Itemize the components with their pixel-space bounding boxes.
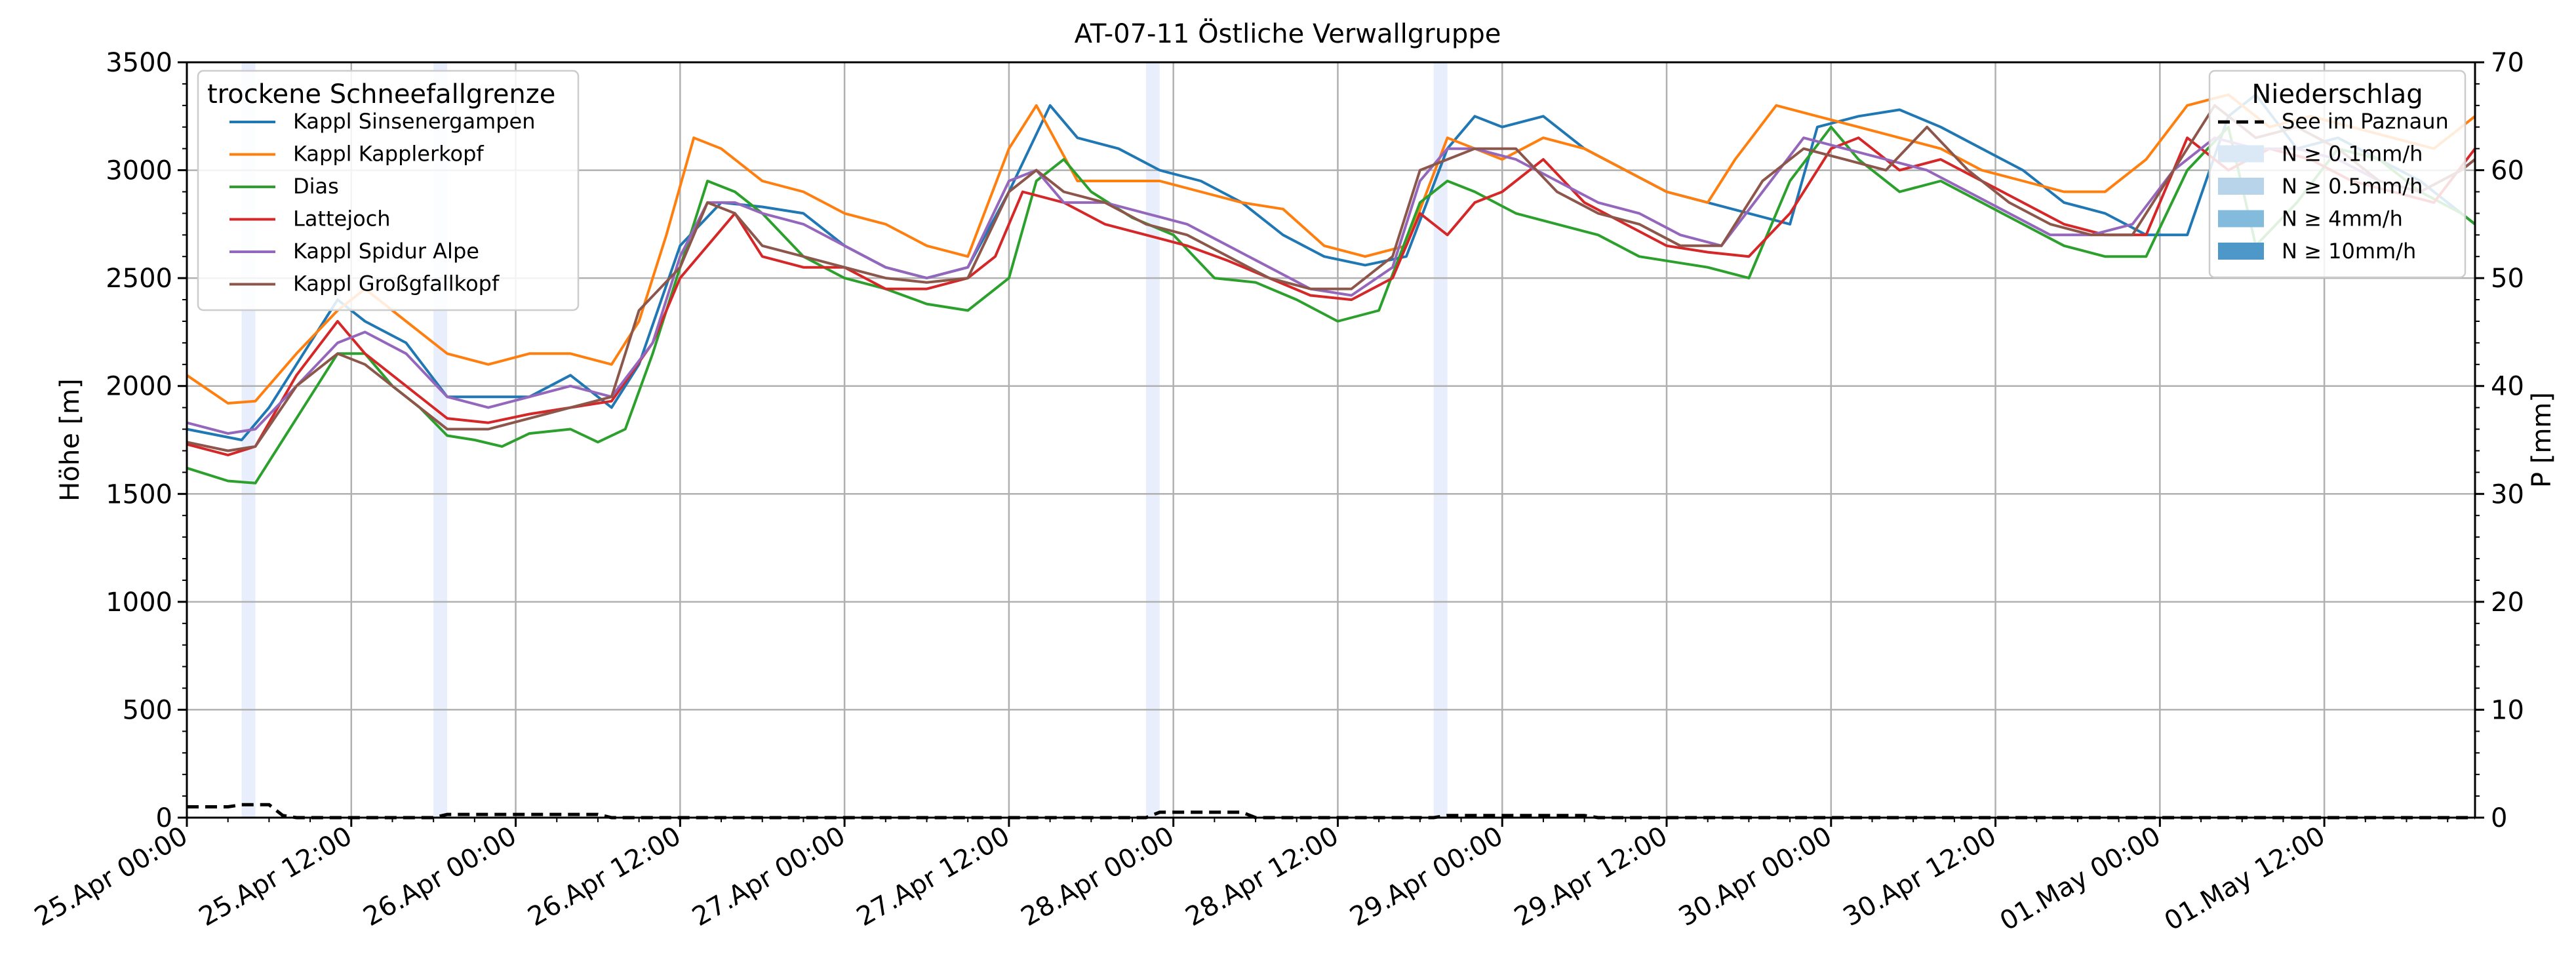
precip-span: [1145, 62, 1160, 818]
legend-entry: Kappl Spidur Alpe: [293, 239, 479, 264]
legend-entry: Dias: [293, 174, 339, 199]
y-tick-label: 2500: [106, 264, 172, 294]
series-line: [186, 104, 2476, 452]
legend2-entry: N ≥ 10mm/h: [2282, 239, 2416, 264]
y-tick-label: 500: [123, 695, 172, 725]
legend-entry: Lattejoch: [293, 207, 391, 231]
y-tick-label: 3000: [106, 156, 172, 186]
y-tick-label: 1500: [106, 479, 172, 509]
y-axis-label: Höhe [m]: [55, 378, 85, 501]
precip-span: [1433, 62, 1448, 818]
legend2-title: Niederschlag: [2251, 79, 2423, 109]
legend2-swatch: [2218, 210, 2264, 228]
y2-tick-label: 30: [2491, 479, 2524, 509]
y-tick-label: 1000: [106, 587, 172, 618]
y2-tick-label: 40: [2491, 372, 2524, 402]
legend2-entry: N ≥ 0.1mm/h: [2282, 142, 2423, 167]
y-tick-label: 3500: [106, 48, 172, 78]
legend2-swatch: [2218, 243, 2264, 260]
legend-title: trockene Schneefallgrenze: [207, 79, 555, 109]
legend2-swatch: [2218, 178, 2264, 195]
legend-entry: Kappl Großgfallkopf: [293, 271, 500, 296]
legend2-swatch: [2218, 145, 2264, 163]
legend2-box: [2208, 70, 2467, 279]
y2-tick-label: 10: [2491, 695, 2524, 725]
chart-title: AT-07-11 Östliche Verwallgruppe: [1075, 18, 1501, 49]
legend-entry: Kappl Kapplerkopf: [293, 142, 484, 167]
y2-tick-label: 20: [2491, 587, 2524, 618]
legend2-entry: N ≥ 0.5mm/h: [2282, 174, 2423, 199]
legend-box: [197, 70, 580, 311]
y2-tick-label: 50: [2491, 264, 2524, 294]
legend-entry: Kappl Sinsenergampen: [293, 109, 536, 134]
series-line: [186, 93, 2476, 405]
y2-tick-label: 0: [2491, 803, 2507, 833]
series-line: [186, 93, 2476, 441]
y-tick-label: 0: [156, 803, 172, 833]
y-tick-label: 2000: [106, 372, 172, 402]
series-line: [186, 125, 2476, 485]
legend2-entry: N ≥ 4mm/h: [2282, 207, 2403, 231]
plot-frame: [186, 61, 2476, 819]
y2-tick-label: 70: [2491, 48, 2524, 78]
y2-axis-label: P [mm]: [2527, 392, 2557, 488]
legend2-entry: See im Paznaun: [2282, 109, 2449, 134]
y2-tick-label: 60: [2491, 156, 2524, 186]
